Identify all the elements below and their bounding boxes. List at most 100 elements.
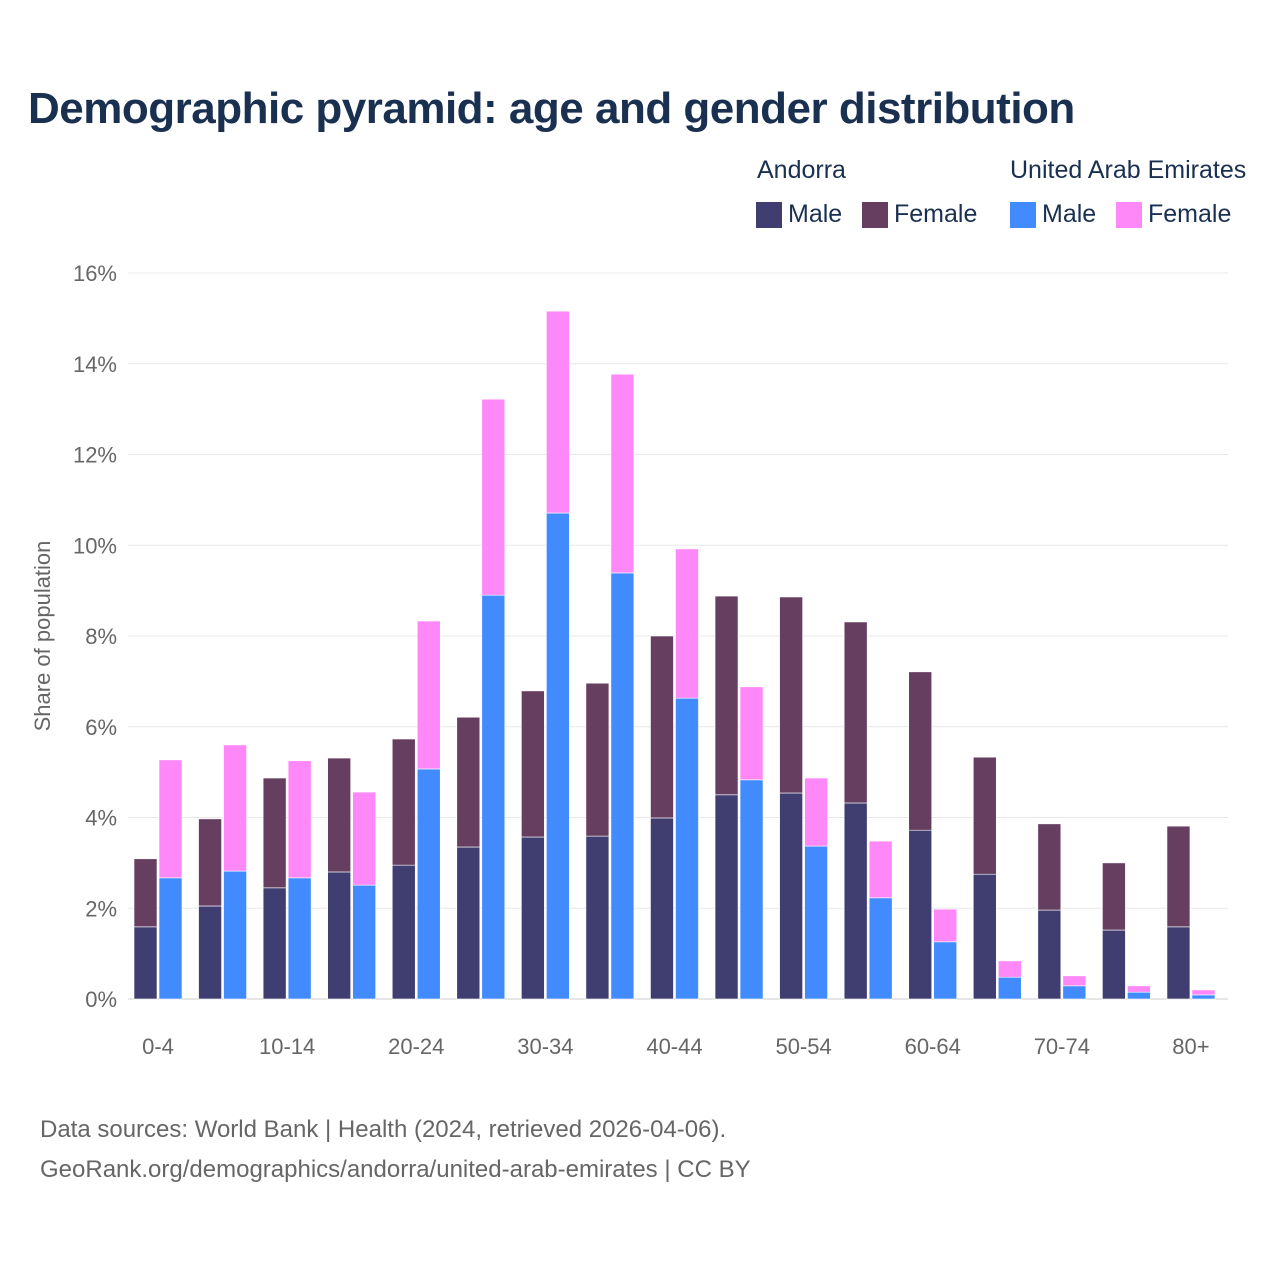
- bar-united-arab-emirates-male-15-19: [352, 884, 376, 1000]
- bar-united-arab-emirates-female-30-34: [546, 310, 570, 514]
- bar-united-arab-emirates-male-75-79: [1127, 991, 1151, 1000]
- bar-andorra-male-35-39: [585, 835, 610, 1000]
- bar-united-arab-emirates-female-5-9: [223, 744, 247, 872]
- legend-swatch: [756, 201, 782, 228]
- bar-andorra-male-75-79: [1102, 929, 1126, 1000]
- bar-andorra-male-0-4: [133, 926, 158, 1000]
- y-axis-label: Share of population: [30, 541, 55, 732]
- bar-andorra-male-20-24: [391, 864, 416, 1000]
- bar-united-arab-emirates-female-80+: [1191, 989, 1216, 996]
- legend-group-andorra: Andorra: [757, 156, 846, 184]
- x-tick-label: 30-34: [517, 1034, 573, 1059]
- x-tick-label: 80+: [1172, 1034, 1209, 1059]
- y-tick-label: 8%: [85, 624, 117, 649]
- bar-united-arab-emirates-female-25-29: [481, 398, 506, 596]
- bar-andorra-male-10-14: [262, 887, 287, 1000]
- legend-uae-male: Male: [1010, 200, 1096, 229]
- bar-united-arab-emirates-female-65-69: [997, 960, 1022, 978]
- bar-united-arab-emirates-male-35-39: [610, 572, 635, 1000]
- y-tick-label: 2%: [85, 896, 117, 921]
- y-tick-label: 6%: [85, 715, 117, 740]
- footer-url: GeoRank.org/demographics/andorra/united-…: [40, 1156, 751, 1183]
- bar-andorra-male-80+: [1166, 926, 1191, 1000]
- bar-united-arab-emirates-male-45-49: [739, 779, 764, 1000]
- bar-united-arab-emirates-female-15-19: [352, 791, 376, 886]
- bar-united-arab-emirates-male-5-9: [223, 870, 247, 1000]
- bar-andorra-female-20-24: [391, 738, 416, 866]
- bar-andorra-female-70-74: [1037, 823, 1062, 911]
- bar-united-arab-emirates-female-0-4: [158, 759, 183, 879]
- bar-united-arab-emirates-male-10-14: [287, 877, 312, 1000]
- bar-andorra-female-0-4: [133, 858, 158, 928]
- bar-andorra-male-5-9: [198, 905, 222, 1000]
- bar-united-arab-emirates-female-40-44: [675, 548, 699, 699]
- bar-andorra-female-40-44: [650, 635, 674, 819]
- legend-swatch: [862, 201, 888, 228]
- y-tick-label: 0%: [85, 987, 117, 1012]
- bar-andorra-female-80+: [1166, 825, 1191, 928]
- bar-andorra-male-40-44: [650, 817, 674, 1000]
- bar-united-arab-emirates-female-20-24: [416, 620, 441, 770]
- bar-united-arab-emirates-female-75-79: [1127, 985, 1151, 993]
- legend-swatch: [1010, 201, 1036, 228]
- bar-andorra-male-25-29: [456, 846, 481, 1000]
- bar-andorra-female-35-39: [585, 682, 610, 837]
- legend-swatch: [1116, 201, 1142, 228]
- legend-group-uae: United Arab Emirates: [1010, 156, 1247, 184]
- legend-label: Male: [1042, 200, 1097, 228]
- footer-source: Data sources: World Bank | Health (2024,…: [40, 1116, 727, 1143]
- legend-uae-female: Female: [1116, 200, 1231, 229]
- bar-united-arab-emirates-male-50-54: [804, 845, 828, 1000]
- bar-andorra-female-15-19: [327, 757, 351, 873]
- bar-andorra-female-60-64: [908, 671, 933, 831]
- bar-andorra-male-45-49: [714, 794, 739, 1000]
- bar-andorra-female-65-69: [972, 756, 997, 875]
- y-tick-label: 12%: [73, 443, 117, 468]
- x-tick-label: 10-14: [259, 1034, 315, 1059]
- bar-andorra-female-25-29: [456, 716, 481, 848]
- bar-united-arab-emirates-female-55-59: [868, 840, 893, 899]
- bar-andorra-female-10-14: [262, 777, 287, 889]
- x-tick-label: 0-4: [142, 1034, 174, 1059]
- bar-united-arab-emirates-male-40-44: [675, 697, 699, 1000]
- bar-united-arab-emirates-male-20-24: [416, 768, 441, 1000]
- bar-andorra-male-55-59: [843, 802, 868, 1000]
- bar-united-arab-emirates-male-0-4: [158, 877, 183, 1000]
- x-tick-label: 40-44: [646, 1034, 702, 1059]
- bar-andorra-female-75-79: [1102, 862, 1126, 931]
- bar-andorra-female-5-9: [198, 818, 222, 907]
- legend-label: Female: [1148, 200, 1232, 228]
- bar-andorra-male-60-64: [908, 829, 933, 1000]
- bar-united-arab-emirates-female-35-39: [610, 373, 635, 574]
- y-tick-label: 10%: [73, 533, 117, 558]
- bar-andorra-female-45-49: [714, 595, 739, 796]
- bar-andorra-male-15-19: [327, 871, 351, 1000]
- legend-label: Female: [894, 200, 978, 228]
- y-tick-label: 14%: [73, 352, 117, 377]
- bar-united-arab-emirates-male-70-74: [1062, 985, 1087, 1000]
- legend-andorra-female: Female: [862, 200, 977, 229]
- bar-united-arab-emirates-male-25-29: [481, 594, 506, 1000]
- bar-andorra-male-50-54: [779, 792, 803, 1000]
- bar-andorra-male-70-74: [1037, 909, 1062, 1000]
- y-tick-label: 4%: [85, 806, 117, 831]
- bar-andorra-female-50-54: [779, 596, 803, 794]
- legend-andorra-male: Male: [756, 200, 842, 229]
- x-tick-label: 20-24: [388, 1034, 444, 1059]
- x-tick-label: 70-74: [1034, 1034, 1090, 1059]
- bar-united-arab-emirates-female-60-64: [933, 908, 958, 943]
- bar-andorra-male-65-69: [972, 873, 997, 1000]
- bar-united-arab-emirates-male-65-69: [997, 976, 1022, 1000]
- x-tick-label: 50-54: [775, 1034, 831, 1059]
- bar-united-arab-emirates-female-45-49: [739, 686, 764, 781]
- bar-united-arab-emirates-male-30-34: [546, 512, 570, 1000]
- bar-andorra-female-30-34: [521, 690, 545, 838]
- bar-united-arab-emirates-female-70-74: [1062, 975, 1087, 987]
- x-tick-label: 60-64: [905, 1034, 961, 1059]
- bar-united-arab-emirates-female-10-14: [287, 760, 312, 879]
- bar-andorra-male-30-34: [521, 836, 545, 1000]
- bar-andorra-female-55-59: [843, 621, 868, 804]
- chart-title: Demographic pyramid: age and gender dist…: [28, 84, 1075, 133]
- bar-united-arab-emirates-male-80+: [1191, 994, 1216, 1000]
